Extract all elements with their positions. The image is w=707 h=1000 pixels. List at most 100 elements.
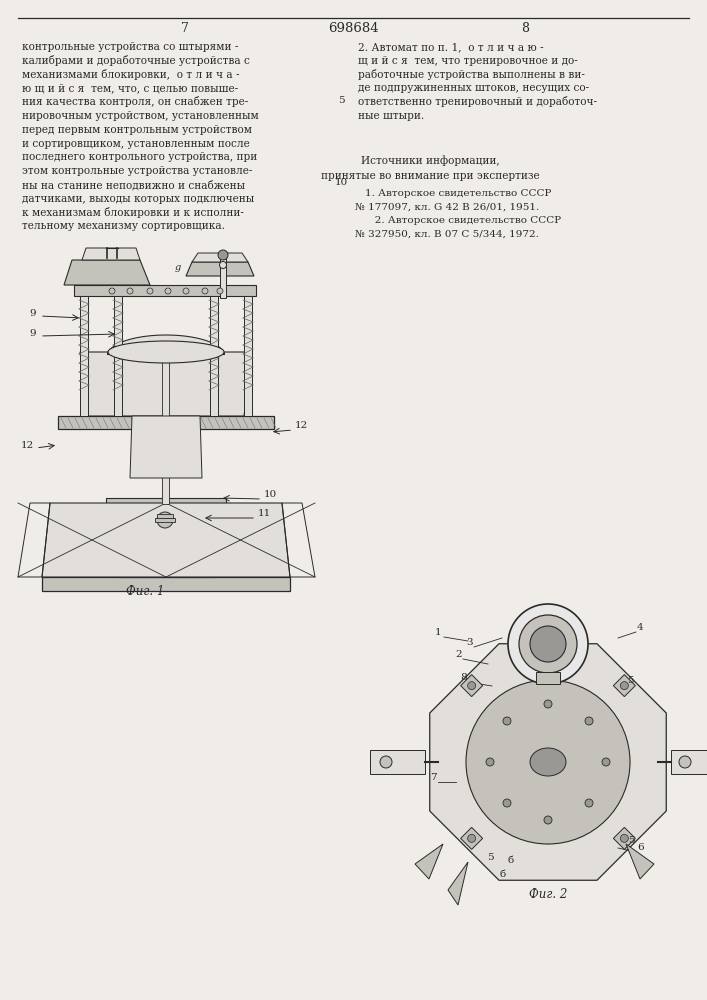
Text: де подпружиненных штоков, несущих со-: де подпружиненных штоков, несущих со- — [358, 83, 589, 93]
Text: ю щ и й с я  тем, что, с целью повыше-: ю щ и й с я тем, что, с целью повыше- — [22, 83, 238, 93]
Ellipse shape — [108, 341, 224, 363]
Polygon shape — [186, 262, 254, 276]
Text: последнего контрольного устройства, при: последнего контрольного устройства, при — [22, 152, 257, 162]
Polygon shape — [157, 514, 173, 518]
Polygon shape — [415, 844, 443, 879]
Text: № 327950, кл. B 07 C 5/344, 1972.: № 327950, кл. B 07 C 5/344, 1972. — [355, 230, 539, 239]
Text: контрольные устройства со штырями -: контрольные устройства со штырями - — [22, 42, 238, 52]
Text: 1. Авторское свидетельство СССР: 1. Авторское свидетельство СССР — [365, 189, 551, 198]
Text: щ и й с я  тем, что тренировочное и до-: щ и й с я тем, что тренировочное и до- — [358, 56, 578, 66]
Circle shape — [183, 288, 189, 294]
Text: 7: 7 — [181, 22, 189, 35]
Polygon shape — [130, 416, 202, 478]
Text: g: g — [175, 263, 181, 272]
Text: 5: 5 — [338, 96, 344, 105]
Circle shape — [530, 626, 566, 662]
Polygon shape — [162, 352, 169, 504]
Text: № 177097, кл. G 42 B 26/01, 1951.: № 177097, кл. G 42 B 26/01, 1951. — [355, 203, 539, 212]
Text: 8: 8 — [521, 22, 529, 35]
Circle shape — [620, 834, 629, 842]
Text: 10: 10 — [264, 490, 277, 499]
Text: 6: 6 — [637, 843, 643, 852]
Text: Фиг. 1: Фиг. 1 — [126, 585, 164, 598]
Text: Источники информации,: Источники информации, — [361, 155, 499, 166]
Polygon shape — [64, 260, 150, 285]
Circle shape — [602, 758, 610, 766]
Circle shape — [127, 288, 133, 294]
Circle shape — [585, 717, 593, 725]
Circle shape — [218, 250, 228, 260]
Text: б: б — [500, 870, 506, 879]
Circle shape — [503, 717, 511, 725]
Circle shape — [679, 756, 691, 768]
Polygon shape — [42, 577, 290, 591]
Text: 2. Авторское свидетельство СССР: 2. Авторское свидетельство СССР — [365, 216, 561, 225]
Text: и сортировщиком, установленным после: и сортировщиком, установленным после — [22, 139, 250, 149]
Text: 12: 12 — [295, 421, 308, 430]
Circle shape — [503, 799, 511, 807]
Polygon shape — [80, 352, 252, 416]
Text: к механизмам блокировки и к исполни-: к механизмам блокировки и к исполни- — [22, 207, 244, 218]
Text: 3: 3 — [466, 638, 472, 647]
Polygon shape — [106, 498, 226, 505]
Circle shape — [466, 680, 630, 844]
Polygon shape — [244, 296, 252, 416]
Text: 12: 12 — [21, 441, 34, 450]
Polygon shape — [626, 844, 654, 879]
Text: работочные устройства выполнены в ви-: работочные устройства выполнены в ви- — [358, 69, 585, 80]
Text: Фиг. 2: Фиг. 2 — [529, 888, 567, 901]
Circle shape — [585, 799, 593, 807]
Text: принятые во внимание при экспертизе: принятые во внимание при экспертизе — [321, 171, 539, 181]
Polygon shape — [671, 750, 707, 774]
Circle shape — [544, 700, 552, 708]
Polygon shape — [58, 416, 274, 429]
Polygon shape — [536, 672, 560, 684]
Text: калибрами и доработочные устройства с: калибрами и доработочные устройства с — [22, 55, 250, 66]
Ellipse shape — [530, 748, 566, 776]
Text: ния качества контроля, он снабжен тре-: ния качества контроля, он снабжен тре- — [22, 96, 248, 107]
Polygon shape — [192, 253, 248, 262]
Text: 1: 1 — [435, 628, 442, 637]
Text: ные штыри.: ные штыри. — [358, 111, 424, 121]
Polygon shape — [614, 827, 636, 849]
Text: датчиками, выходы которых подключены: датчиками, выходы которых подключены — [22, 194, 255, 204]
Text: нировочным устройством, установленным: нировочным устройством, установленным — [22, 111, 259, 121]
Text: ответственно тренировочный и доработоч-: ответственно тренировочный и доработоч- — [358, 96, 597, 107]
Polygon shape — [448, 862, 468, 905]
Circle shape — [519, 615, 577, 673]
Text: б: б — [508, 856, 514, 865]
Text: механизмами блокировки,  о т л и ч а -: механизмами блокировки, о т л и ч а - — [22, 69, 240, 80]
Text: 2: 2 — [455, 650, 462, 659]
Polygon shape — [42, 503, 290, 577]
Circle shape — [165, 288, 171, 294]
Text: 11: 11 — [258, 509, 271, 518]
Polygon shape — [82, 248, 140, 260]
Text: 5: 5 — [628, 836, 635, 845]
Polygon shape — [220, 258, 226, 298]
Circle shape — [508, 604, 588, 684]
Text: 9: 9 — [30, 309, 36, 318]
Polygon shape — [80, 296, 88, 416]
Circle shape — [620, 682, 629, 690]
Circle shape — [202, 288, 208, 294]
Text: 2. Автомат по п. 1,  о т л и ч а ю -: 2. Автомат по п. 1, о т л и ч а ю - — [358, 42, 544, 52]
Polygon shape — [461, 675, 483, 697]
Polygon shape — [108, 335, 224, 355]
Circle shape — [544, 816, 552, 824]
Circle shape — [157, 512, 173, 528]
Text: ны на станине неподвижно и снабжены: ны на станине неподвижно и снабжены — [22, 179, 245, 190]
Circle shape — [217, 288, 223, 294]
Text: тельному механизму сортировщика.: тельному механизму сортировщика. — [22, 221, 225, 231]
Text: 5: 5 — [627, 676, 633, 685]
Text: 8: 8 — [460, 673, 467, 682]
Polygon shape — [430, 644, 666, 880]
Polygon shape — [114, 296, 122, 416]
Text: 7: 7 — [430, 773, 437, 782]
Text: 5: 5 — [487, 853, 493, 862]
Polygon shape — [155, 518, 175, 522]
Circle shape — [109, 288, 115, 294]
Text: 698684: 698684 — [327, 22, 378, 35]
Circle shape — [467, 834, 476, 842]
Polygon shape — [74, 285, 256, 296]
Circle shape — [219, 261, 226, 268]
